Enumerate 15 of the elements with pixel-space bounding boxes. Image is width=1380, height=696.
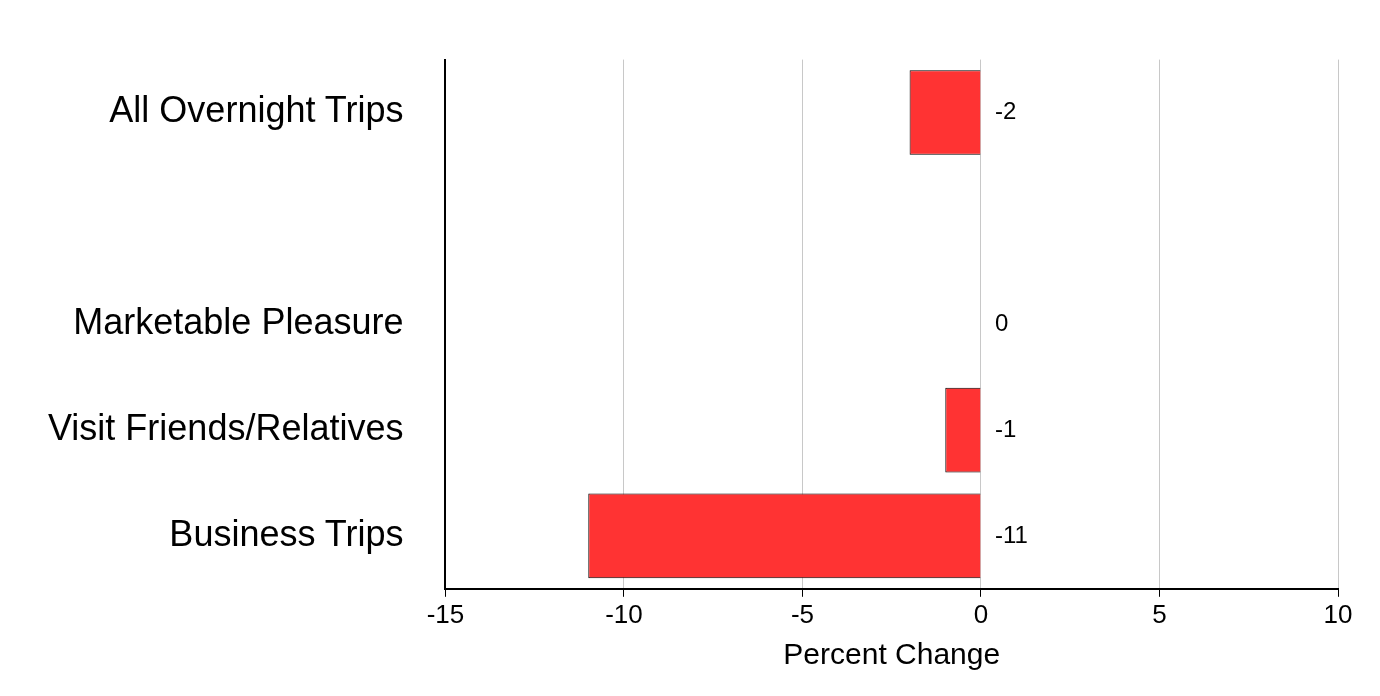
data-label: -11 bbox=[994, 520, 1028, 548]
data-label: 0 bbox=[994, 308, 1009, 336]
x-tick-label: 10 bbox=[1323, 598, 1353, 629]
x-tick-label: -10 bbox=[605, 598, 643, 629]
data-label: -2 bbox=[994, 97, 1017, 125]
x-tick-label: -5 bbox=[790, 598, 815, 629]
x-tick-label: 5 bbox=[1152, 598, 1167, 629]
y-tick-label: Business Trips bbox=[169, 512, 404, 554]
y-tick-label: All Overnight Trips bbox=[109, 89, 404, 131]
y-tick-label: Visit Friends/Relatives bbox=[48, 406, 404, 448]
x-tick-label: 0 bbox=[973, 598, 989, 629]
x-axis-title: Percent Change bbox=[783, 637, 1001, 671]
y-tick-label: Marketable Pleasure bbox=[73, 301, 404, 343]
x-tick-label: -15 bbox=[426, 598, 465, 629]
data-label: -1 bbox=[994, 414, 1017, 442]
